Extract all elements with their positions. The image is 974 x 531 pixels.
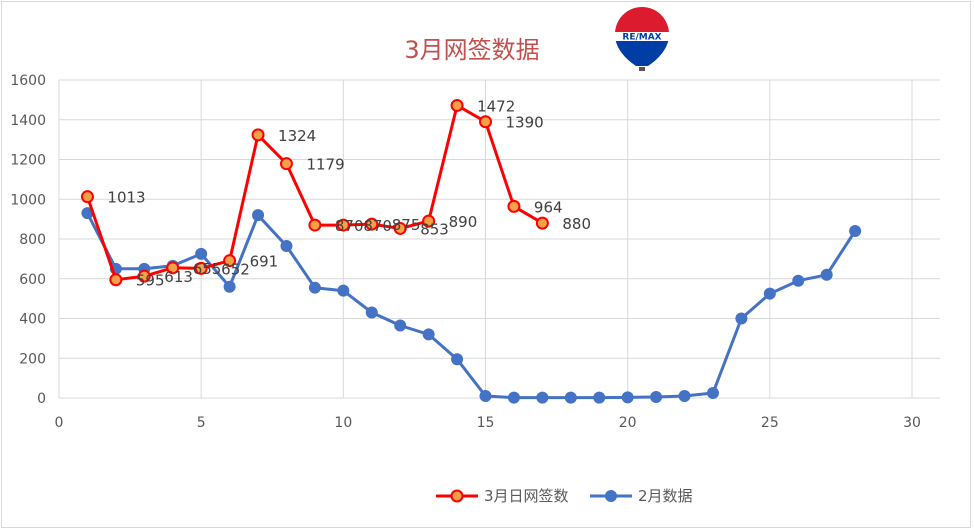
logo-wordmark: RE/MAX	[622, 33, 661, 43]
x-tick-label: 20	[619, 415, 637, 431]
legend-label: 2月数据	[638, 487, 693, 505]
data-point	[280, 239, 293, 252]
data-label: 1179	[306, 156, 344, 174]
data-point	[535, 216, 549, 230]
data-label: 691	[250, 253, 279, 271]
data-point	[195, 247, 208, 260]
series-line-feb	[86, 212, 857, 400]
data-point	[365, 217, 379, 231]
data-point	[735, 312, 748, 325]
data-point	[507, 391, 520, 404]
data-point	[451, 353, 464, 366]
data-label: 890	[449, 213, 478, 231]
data-label: 1324	[278, 127, 316, 145]
data-label: 870	[335, 217, 364, 235]
axis-tick-labels: 0 200 400 600 800 1000 1200 1400 1600 0 5 10 15 20 25 3…	[10, 73, 921, 431]
y-tick-label: 800	[19, 232, 46, 248]
y-tick-label: 600	[19, 272, 46, 288]
data-point	[223, 280, 236, 293]
data-label: 1390	[506, 114, 544, 132]
chart-title: 3月网签数据	[404, 36, 539, 64]
data-point	[678, 390, 691, 403]
data-label: 1472	[477, 97, 515, 115]
remax-logo: RE/MAX	[615, 7, 669, 71]
legend-swatch-marker	[605, 490, 617, 502]
y-tick-label: 1400	[10, 113, 46, 129]
y-tick-label: 1200	[10, 153, 46, 169]
data-point	[279, 157, 293, 171]
data-point	[137, 269, 151, 283]
data-point	[166, 261, 180, 275]
x-tick-label: 25	[761, 415, 779, 431]
data-label: 652	[221, 260, 250, 278]
data-point	[593, 391, 606, 404]
grid-lines	[58, 79, 940, 399]
balloon-top	[615, 7, 669, 34]
data-point	[252, 209, 265, 222]
y-tick-label: 200	[19, 351, 46, 367]
balloon-band	[615, 32, 669, 41]
data-point	[849, 225, 862, 238]
x-tick-label: 30	[903, 415, 921, 431]
data-point	[564, 391, 577, 404]
series-layer	[80, 98, 862, 404]
data-point	[650, 391, 663, 404]
data-point	[336, 218, 350, 232]
data-label: 870	[363, 217, 392, 235]
data-point	[223, 254, 237, 268]
data-point	[479, 390, 492, 403]
data-point	[706, 387, 719, 400]
data-label: 853	[420, 220, 449, 238]
x-tick-label: 15	[477, 415, 495, 431]
data-point	[365, 306, 378, 319]
data-label: 613	[164, 268, 193, 286]
data-point	[194, 261, 208, 275]
data-label: 964	[534, 198, 563, 216]
x-tick-label: 10	[334, 415, 352, 431]
data-point	[422, 328, 435, 341]
data-point	[80, 190, 94, 204]
data-point	[507, 199, 521, 213]
y-tick-label: 0	[37, 391, 46, 407]
data-point	[109, 273, 123, 287]
data-label: 595	[136, 272, 165, 290]
data-point	[308, 218, 322, 232]
data-label: 880	[562, 215, 591, 233]
data-point	[479, 115, 492, 129]
data-point	[337, 284, 350, 297]
data-point	[536, 391, 549, 404]
data-label: 875	[392, 216, 421, 234]
data-label: 1013	[107, 189, 145, 207]
x-tick-label: 0	[55, 415, 64, 431]
y-tick-label: 1600	[10, 73, 46, 89]
data-point	[450, 98, 464, 112]
data-point	[792, 274, 805, 287]
data-point	[394, 319, 407, 332]
data-point	[308, 281, 321, 294]
legend: 3月日网签数 2月数据	[436, 487, 693, 505]
data-point	[422, 214, 436, 228]
x-tick-label: 5	[197, 415, 206, 431]
data-point	[251, 128, 265, 142]
balloon-bottom	[615, 38, 669, 66]
legend-swatch-marker	[450, 489, 464, 503]
balloon-basket	[639, 67, 645, 71]
y-tick-label: 400	[19, 312, 46, 328]
data-point	[393, 221, 407, 235]
data-point	[820, 268, 833, 281]
data-point	[763, 287, 776, 300]
data-label: 655	[193, 260, 222, 278]
y-tick-label: 1000	[10, 192, 46, 208]
legend-label: 3月日网签数	[484, 487, 569, 505]
data-point	[621, 391, 634, 404]
